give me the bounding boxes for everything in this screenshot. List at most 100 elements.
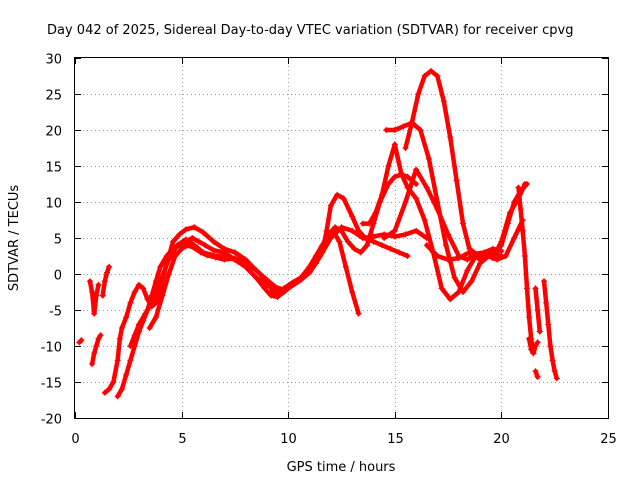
series-line xyxy=(87,278,101,316)
plot-frame xyxy=(74,57,609,419)
data-point xyxy=(142,310,149,317)
data-point xyxy=(440,98,447,105)
data-point xyxy=(280,286,287,293)
data-point xyxy=(464,256,471,263)
data-point xyxy=(391,173,398,180)
data-point xyxy=(153,314,160,321)
data-point xyxy=(466,249,473,256)
data-point xyxy=(391,227,398,234)
y-tick-label: -10 xyxy=(41,341,62,356)
data-point xyxy=(460,289,467,295)
data-point xyxy=(534,373,541,380)
data-point xyxy=(421,217,428,223)
data-point xyxy=(93,343,100,349)
data-point xyxy=(423,184,430,191)
data-point xyxy=(402,199,409,205)
data-point xyxy=(101,389,108,396)
data-point xyxy=(460,220,467,227)
series-track-17 xyxy=(532,368,541,380)
data-point xyxy=(191,224,198,231)
data-point xyxy=(511,235,518,241)
x-tick-label: 20 xyxy=(493,432,510,447)
data-point xyxy=(383,127,390,133)
data-point xyxy=(312,253,319,259)
data-point xyxy=(204,252,211,259)
series-line xyxy=(516,185,536,356)
data-point xyxy=(268,292,275,299)
data-point xyxy=(78,337,85,344)
data-point xyxy=(189,235,196,241)
data-point xyxy=(165,256,172,263)
data-point xyxy=(413,166,420,173)
data-point xyxy=(182,236,189,243)
data-point xyxy=(530,350,537,357)
data-point xyxy=(515,184,522,191)
data-point xyxy=(370,238,377,245)
data-point xyxy=(263,281,270,288)
data-point xyxy=(212,254,219,261)
data-point xyxy=(425,155,432,162)
data-point xyxy=(338,227,345,234)
data-point xyxy=(344,238,351,245)
data-point xyxy=(372,209,379,216)
data-point xyxy=(195,238,202,245)
series-line xyxy=(403,68,504,257)
data-point xyxy=(408,119,415,126)
data-point xyxy=(123,314,130,321)
data-point xyxy=(553,375,560,382)
series-track-4 xyxy=(99,263,113,299)
data-point xyxy=(366,220,373,227)
data-point xyxy=(523,181,530,187)
tick-labels: 0 5 10 15 20 25 -20 -15 -10 -5 0 5 10 15 20 25 30 xyxy=(41,53,617,448)
data-point xyxy=(521,253,528,259)
series-track-14 xyxy=(515,184,537,357)
data-point xyxy=(526,314,533,321)
data-point xyxy=(477,256,484,263)
data-point xyxy=(385,163,392,169)
data-point xyxy=(526,335,533,342)
y-tick-label: -5 xyxy=(49,305,62,320)
data-point xyxy=(242,260,249,267)
data-point xyxy=(99,292,106,299)
data-point xyxy=(184,242,191,249)
series-track-3 xyxy=(89,332,104,367)
data-point xyxy=(118,386,125,393)
chart-title: Day 042 of 2025, Sidereal Day-to-day VTE… xyxy=(47,23,573,38)
data-point xyxy=(349,227,356,234)
data-point xyxy=(231,255,238,262)
series-line xyxy=(541,278,560,381)
data-point xyxy=(498,253,505,259)
data-point xyxy=(400,123,407,130)
data-point xyxy=(86,278,93,285)
data-point xyxy=(148,299,155,306)
series-track-13 xyxy=(423,242,505,263)
data-point xyxy=(342,263,349,270)
data-point xyxy=(517,206,524,213)
y-tick-label: 30 xyxy=(45,53,62,68)
data-point xyxy=(114,393,121,400)
data-point xyxy=(423,242,430,249)
grid xyxy=(75,58,609,419)
data-point xyxy=(127,343,134,349)
data-point xyxy=(421,73,428,79)
x-tick-label: 25 xyxy=(600,432,617,447)
data-point xyxy=(123,371,130,378)
data-point xyxy=(306,263,313,270)
data-point xyxy=(536,328,543,335)
data-point xyxy=(413,227,420,234)
data-point xyxy=(532,368,539,375)
y-tick-label: 20 xyxy=(45,125,62,140)
y-tick-label: -20 xyxy=(41,413,62,428)
data-point xyxy=(532,343,539,349)
data-point xyxy=(135,281,142,288)
data-point xyxy=(202,242,209,249)
data-point xyxy=(434,199,441,205)
data-point xyxy=(191,245,198,252)
data-point xyxy=(146,325,153,331)
data-point xyxy=(534,307,541,313)
data-point xyxy=(176,231,183,238)
data-point xyxy=(231,249,238,256)
y-tick-label: 5 xyxy=(54,233,62,248)
data-series xyxy=(76,67,560,400)
data-point xyxy=(182,226,189,233)
